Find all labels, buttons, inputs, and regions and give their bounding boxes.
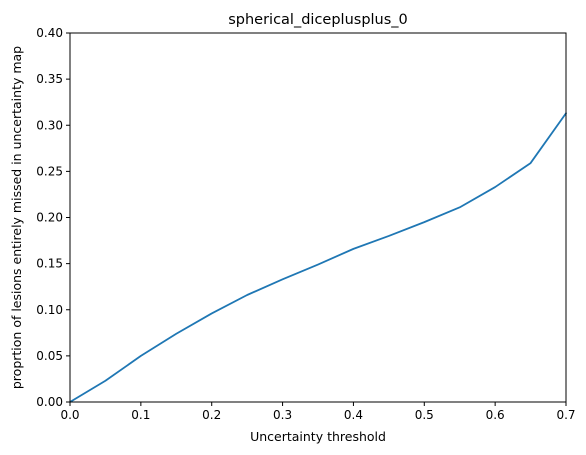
x-tick-label: 0.7	[556, 408, 575, 422]
x-axis-ticks: 0.0 0.1 0.2 0.3 0.4 0.5 0.6 0.7	[60, 402, 576, 422]
x-tick-label: 0.0	[60, 408, 79, 422]
x-tick-label: 0.1	[131, 408, 150, 422]
x-tick-label: 0.5	[415, 408, 434, 422]
x-tick-label: 0.6	[486, 408, 505, 422]
y-tick-label: 0.00	[36, 395, 63, 409]
chart-title: spherical_diceplusplus_0	[228, 12, 408, 28]
y-tick-label: 0.05	[36, 349, 63, 363]
y-axis-ticks: 0.00 0.05 0.10 0.15 0.20 0.25 0.30 0.35 0.40	[36, 26, 70, 409]
x-tick-label: 0.3	[273, 408, 292, 422]
y-axis-label: proprtion of lesions entirely missed in …	[9, 46, 24, 389]
y-tick-label: 0.15	[36, 257, 63, 271]
axes-frame	[69, 32, 567, 403]
x-tick-label: 0.2	[202, 408, 221, 422]
x-axis-label: Uncertainty threshold	[250, 429, 386, 444]
y-tick-label: 0.10	[36, 303, 63, 317]
y-tick-label: 0.25	[36, 164, 63, 178]
y-tick-label: 0.35	[36, 72, 63, 86]
y-tick-label: 0.30	[36, 118, 63, 132]
x-tick-label: 0.4	[344, 408, 363, 422]
plot-area	[69, 112, 567, 403]
series-line-0	[69, 112, 567, 403]
y-tick-label: 0.20	[36, 211, 63, 225]
y-tick-label: 0.40	[36, 26, 63, 40]
